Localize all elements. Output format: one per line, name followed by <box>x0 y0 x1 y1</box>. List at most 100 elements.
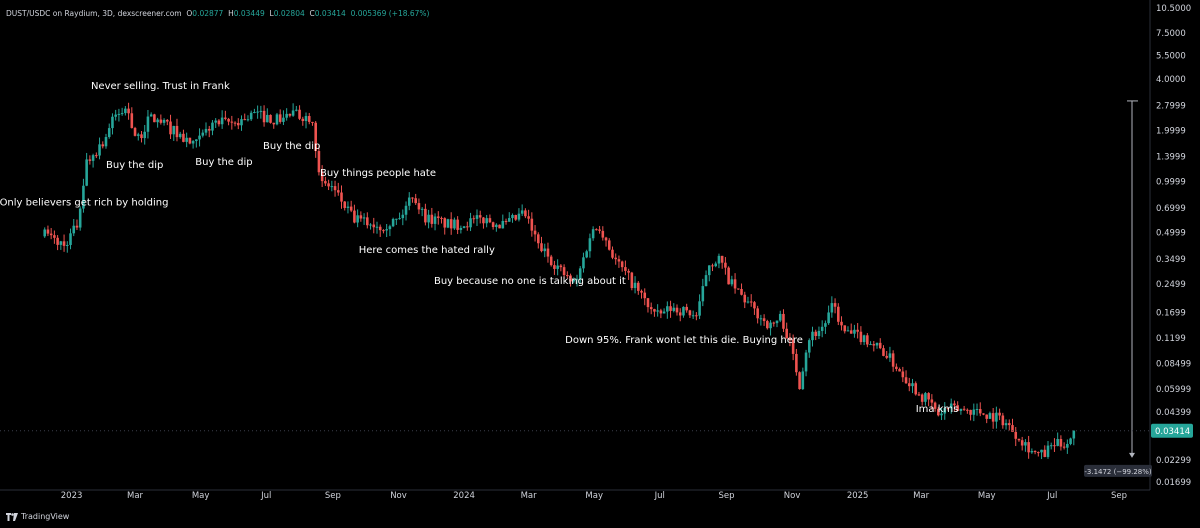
candle-body <box>930 399 934 403</box>
candle-body <box>633 282 637 289</box>
candle-body <box>1024 442 1027 446</box>
candle-body <box>346 206 350 208</box>
candle-body <box>911 383 914 387</box>
measure-label-box <box>1084 464 1152 477</box>
candle-body <box>349 206 353 211</box>
candle-body <box>1027 442 1030 453</box>
x-tick-label: Nov <box>784 491 801 501</box>
candle-body <box>388 226 392 230</box>
candle-body <box>982 413 985 415</box>
candle-body <box>46 229 50 234</box>
candle-body <box>395 218 398 220</box>
candle-body <box>240 119 243 126</box>
candle-body <box>362 217 366 219</box>
candle-body <box>607 240 611 250</box>
candle-body <box>998 412 1001 416</box>
candle-body <box>482 217 485 224</box>
candle-body <box>688 310 692 316</box>
candle-body <box>224 117 227 119</box>
x-tick-label: Sep <box>325 491 341 501</box>
candle-body <box>846 330 850 332</box>
candle-body <box>620 261 624 268</box>
candle-body <box>866 335 869 345</box>
x-tick-label: 2024 <box>453 491 475 501</box>
candle-body <box>769 322 772 329</box>
tradingview-logo-icon <box>6 512 18 521</box>
candle-body <box>817 330 821 337</box>
candle-body <box>227 118 230 122</box>
candle-body <box>1030 450 1034 453</box>
measure-label: -3.1472 (−99.28%) <box>1084 468 1152 476</box>
candle-body <box>275 114 279 125</box>
candle-body <box>914 383 918 395</box>
candle-body <box>685 306 688 311</box>
chart-annotation: Only believers get rich by holding <box>0 198 168 209</box>
candle-body <box>888 353 892 358</box>
candle-body <box>546 248 550 257</box>
candle-body <box>675 307 679 313</box>
candle-body <box>104 137 108 147</box>
candle-body <box>536 234 540 244</box>
candle-body <box>959 408 963 411</box>
candle-body <box>975 409 979 411</box>
chart-annotation: Buy because no one is talking about it <box>434 276 626 287</box>
candle-body <box>520 210 524 214</box>
candle-body <box>882 348 885 356</box>
candle-body <box>1069 438 1072 444</box>
candle-body <box>330 186 334 188</box>
candle-body <box>1001 415 1005 426</box>
tradingview-brand[interactable]: TradingView <box>6 512 69 521</box>
candle-body <box>246 119 250 121</box>
candle-body <box>859 331 863 343</box>
candle-body <box>533 230 537 235</box>
candle-body <box>149 114 153 117</box>
candle-body <box>440 217 443 219</box>
candle-body <box>49 233 53 236</box>
candle-body <box>601 230 605 238</box>
candle-body <box>566 275 569 277</box>
candle-body <box>449 219 453 229</box>
candle-body <box>43 229 47 237</box>
y-tick-label: 1.9999 <box>1156 126 1186 136</box>
candle-body <box>724 262 727 268</box>
candle-body <box>462 226 466 228</box>
candle-body <box>946 408 950 410</box>
candle-body <box>1046 445 1050 457</box>
candle-body <box>862 335 866 343</box>
candle-body <box>517 213 521 220</box>
candle-body <box>785 328 788 339</box>
candle-body <box>456 219 459 230</box>
low-value: 0.02804 <box>273 9 305 18</box>
last-price-label: 0.03414 <box>1155 427 1190 437</box>
candle-body <box>433 216 437 224</box>
candle-body <box>407 197 411 206</box>
candle-body <box>972 409 976 415</box>
candle-body <box>417 203 421 210</box>
candle-body <box>1049 445 1053 447</box>
candle-body <box>962 408 966 410</box>
candle-body <box>166 119 169 122</box>
y-tick-label: 10.5000 <box>1156 4 1191 14</box>
candle-body <box>117 113 121 115</box>
candle-body <box>872 344 876 346</box>
candle-body <box>353 210 356 223</box>
x-tick-label: Mar <box>913 491 930 501</box>
candle-body <box>924 393 927 402</box>
candle-body <box>143 131 147 139</box>
candle-body <box>637 282 640 291</box>
candle-body <box>559 265 563 268</box>
candle-body <box>649 307 653 310</box>
candle-body <box>249 112 253 120</box>
candle-body <box>233 122 237 124</box>
candle-body <box>220 117 224 125</box>
candle-body <box>804 352 808 372</box>
candle-body <box>653 309 656 312</box>
candle-body <box>136 134 140 136</box>
candle-body <box>359 215 363 219</box>
candle-body <box>95 155 98 157</box>
candle-body <box>304 116 308 122</box>
candle-body <box>614 257 618 260</box>
candle-body <box>66 244 69 246</box>
candle-body <box>1072 430 1076 439</box>
